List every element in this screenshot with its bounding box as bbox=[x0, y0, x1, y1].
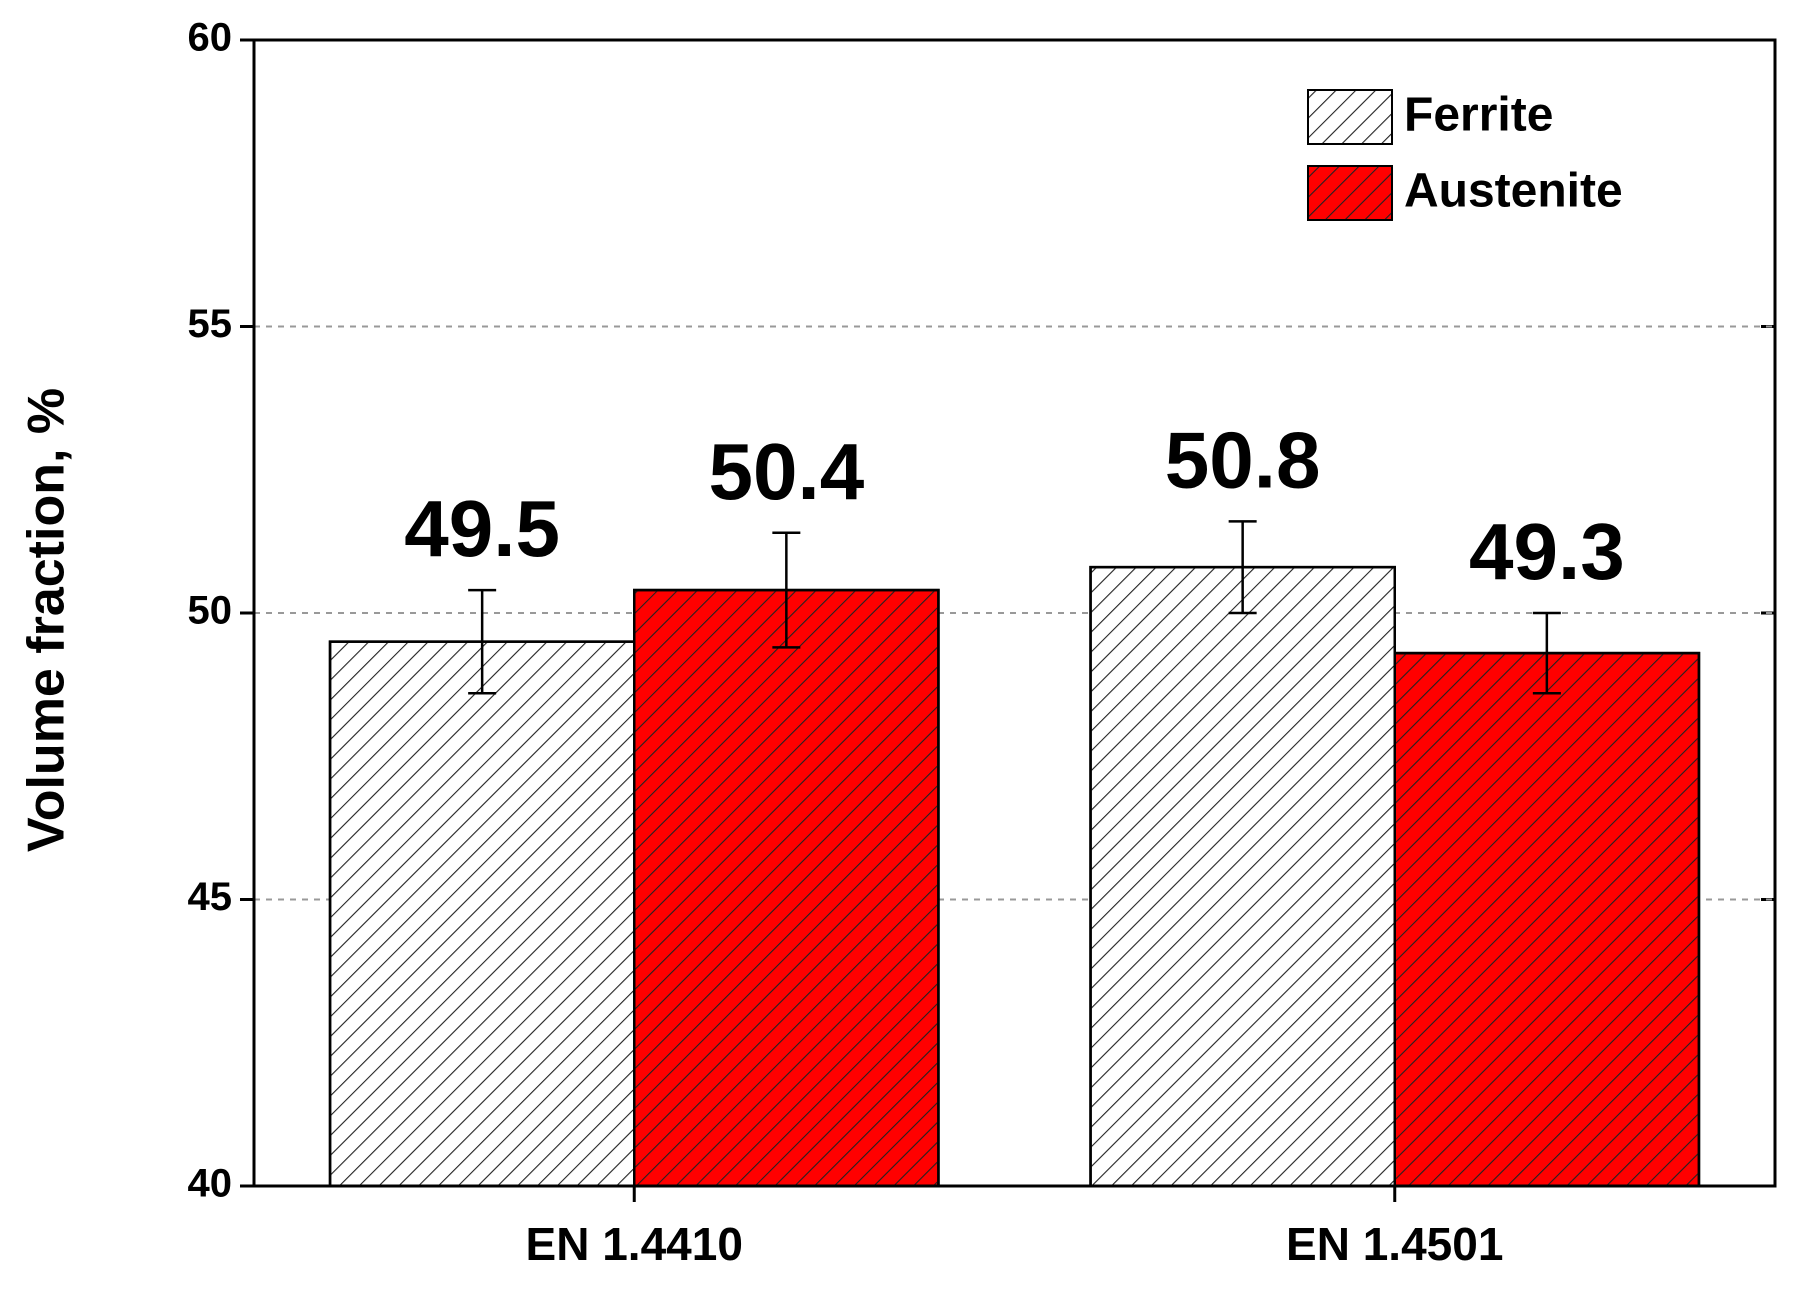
x-tick-label: EN 1.4501 bbox=[1286, 1218, 1503, 1270]
y-axis-label: Volume fraction, % bbox=[18, 388, 76, 852]
value-label: 49.3 bbox=[1469, 507, 1625, 596]
bar-hatch bbox=[328, 640, 636, 1188]
y-tick-label: 55 bbox=[188, 302, 233, 346]
legend-swatch-hatch bbox=[1307, 165, 1393, 221]
plot-frame bbox=[252, 38, 1777, 1188]
value-label: 50.8 bbox=[1165, 415, 1321, 504]
value-label: 50.4 bbox=[708, 427, 864, 516]
legend-swatch-hatch bbox=[1307, 89, 1393, 145]
legend-label: Ferrite bbox=[1404, 89, 1553, 142]
value-label: 49.5 bbox=[404, 484, 560, 573]
y-tick-label: 60 bbox=[188, 16, 233, 60]
bar-hatch bbox=[633, 588, 940, 1188]
y-tick-label: 40 bbox=[188, 1162, 233, 1206]
y-tick-label: 45 bbox=[188, 875, 233, 919]
legend-label: Austenite bbox=[1404, 165, 1623, 218]
y-tick-label: 50 bbox=[188, 589, 233, 633]
bar-hatch bbox=[1089, 565, 1397, 1188]
x-tick-label: EN 1.4410 bbox=[526, 1218, 743, 1270]
error-bar bbox=[1532, 611, 1561, 695]
error-bar bbox=[468, 588, 497, 695]
error-bar bbox=[1228, 520, 1257, 615]
bar-hatch bbox=[1393, 651, 1701, 1188]
error-bar bbox=[772, 531, 801, 649]
